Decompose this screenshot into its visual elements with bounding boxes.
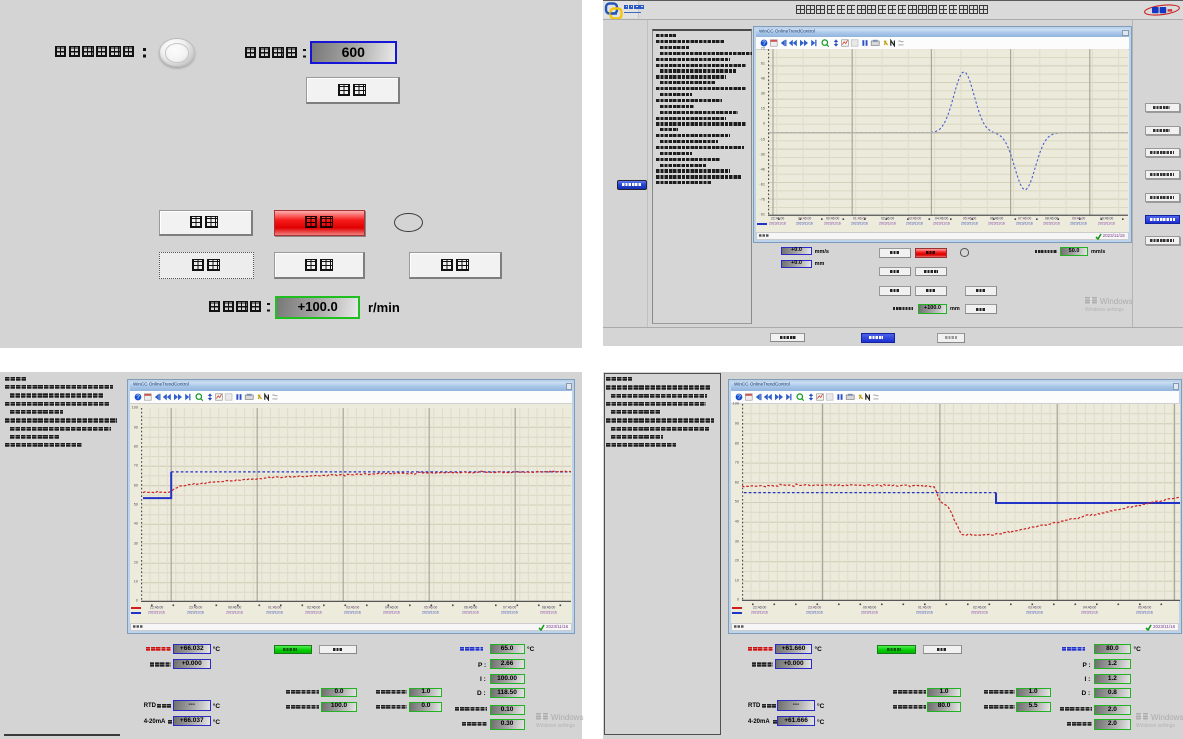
- svg-text:?: ?: [762, 40, 766, 47]
- svg-text:?: ?: [136, 394, 140, 401]
- svg-text:?: ?: [737, 394, 741, 401]
